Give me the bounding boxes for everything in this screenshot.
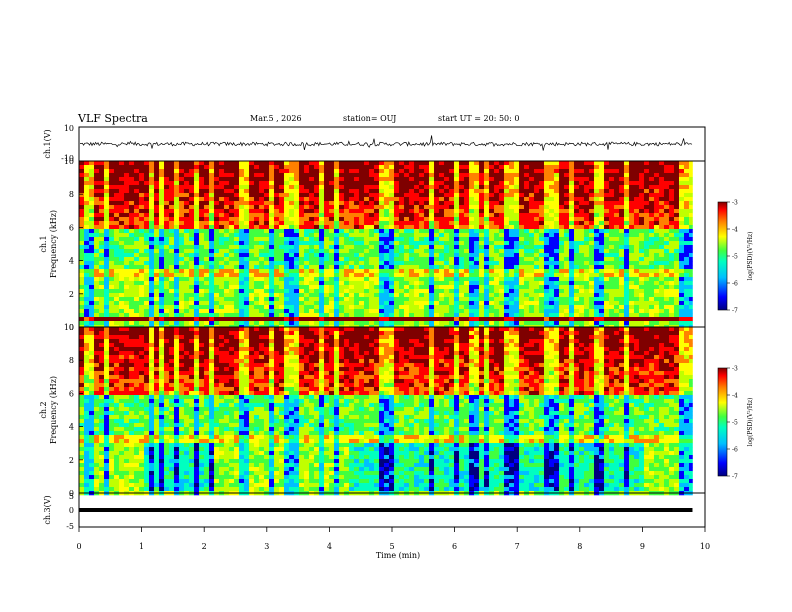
time-tick-label: 5 — [389, 542, 394, 551]
time-tick-label: 2 — [202, 542, 207, 551]
ch1-colorbar-label: log(PSD)(V²/Hz) — [747, 232, 754, 281]
frequency-tick-label: 8 — [69, 190, 74, 199]
ch1-waveform-frame — [78, 126, 706, 162]
ch1-colorbar-ticks: -3 -4 -5 -6 -7 — [727, 200, 738, 315]
ch2-spectrogram-ylabel-line2: Frequency (kHz) — [49, 376, 58, 444]
colorbar-tick-label: -7 — [732, 308, 738, 315]
ch1-ylabel: ch.1(V) — [43, 129, 52, 158]
frequency-tick-label: 10 — [64, 157, 74, 166]
frequency-tick-label: 4 — [69, 423, 74, 432]
ch2-colorbar-label: log(PSD)(V²/Hz) — [747, 398, 754, 447]
colorbar-tick-label: -6 — [732, 281, 738, 288]
ch1-ytick-bottom: -10 — [61, 154, 74, 163]
frequency-tick-label: 6 — [69, 223, 74, 232]
frequency-tick-label: 0 — [69, 323, 74, 332]
ch3-ytick-bottom: -5 — [66, 522, 74, 531]
ch3-ylabel: ch.3(V) — [43, 495, 52, 524]
time-tick-label: 0 — [76, 542, 81, 551]
time-axis-ticks: 0 1 2 3 4 5 6 7 8 9 10 — [76, 527, 710, 551]
time-tick-label: 7 — [515, 542, 520, 551]
colorbar-tick-label: -7 — [732, 474, 738, 481]
station-label: station= OUJ — [343, 114, 397, 123]
ch1-waveform-line — [79, 135, 693, 151]
ch2-spectrogram-ylabel-line1: ch.2 — [39, 401, 48, 418]
ch2-spectrogram-yticks: 0 2 4 6 8 10 — [64, 323, 83, 498]
ch1-spectrogram-ylabel-line1: ch.1 — [39, 235, 48, 252]
frequency-tick-label: 4 — [69, 257, 74, 266]
ch3-ytick-top: 5 — [69, 492, 74, 501]
frequency-tick-label: 8 — [69, 356, 74, 365]
time-tick-label: 4 — [327, 542, 332, 551]
colorbar-tick-label: -3 — [732, 366, 738, 373]
start-ut-label: start UT = 20: 50: 0 — [438, 114, 520, 123]
frequency-tick-label: 0 — [69, 489, 74, 498]
ch1-spectrogram-ylabel-line2: Frequency (kHz) — [49, 210, 58, 278]
ch2-spectrogram-panel: 0 2 4 6 8 10 ch.2 Frequency (kHz) — [39, 323, 706, 498]
ch1-spectrogram-panel: 0 2 4 6 8 10 ch.1 Frequency (kHz) — [39, 157, 706, 332]
ch3-waveform-panel: 5 0 -5 ch.3(V) 0 1 2 3 4 5 6 7 8 9 10 Time (min) — [43, 492, 710, 560]
time-tick-label: 3 — [264, 542, 269, 551]
figure-title: VLF Spectra — [78, 112, 148, 125]
ch2-colorbar: -3 -4 -5 -6 -7 log(PSD)(V²/Hz) — [717, 366, 754, 481]
frequency-tick-label: 10 — [64, 323, 74, 332]
ch1-waveform-panel: 10 -10 ch.1(V) — [43, 124, 706, 163]
frequency-tick-label: 2 — [69, 456, 74, 465]
colorbar-tick-label: -5 — [732, 254, 738, 261]
ch1-spectrogram-image — [79, 161, 705, 330]
ch1-colorbar: -3 -4 -5 -6 -7 log(PSD)(V²/Hz) — [717, 200, 754, 315]
ch1-ytick-top: 10 — [64, 124, 74, 133]
colorbar-tick-label: -5 — [732, 420, 738, 427]
frequency-tick-label: 2 — [69, 290, 74, 299]
colorbar-tick-label: -3 — [732, 200, 738, 207]
colorbar-tick-label: -6 — [732, 447, 738, 454]
time-tick-label: 8 — [577, 542, 582, 551]
time-tick-label: 10 — [700, 542, 710, 551]
time-axis-label: Time (min) — [376, 551, 420, 560]
frequency-tick-label: 6 — [69, 389, 74, 398]
ch2-spectrogram-image — [79, 327, 705, 496]
colorbar-tick-label: -4 — [732, 393, 738, 400]
time-tick-label: 6 — [452, 542, 457, 551]
ch1-colorbar-gradient — [717, 201, 728, 311]
time-tick-label: 9 — [640, 542, 645, 551]
date-label: Mar.5 , 2026 — [250, 114, 302, 123]
colorbar-tick-label: -4 — [732, 227, 738, 234]
ch2-colorbar-gradient — [717, 367, 728, 477]
ch3-ytick-mid: 0 — [69, 506, 74, 515]
ch2-colorbar-ticks: -3 -4 -5 -6 -7 — [727, 366, 738, 481]
time-tick-label: 1 — [139, 542, 144, 551]
